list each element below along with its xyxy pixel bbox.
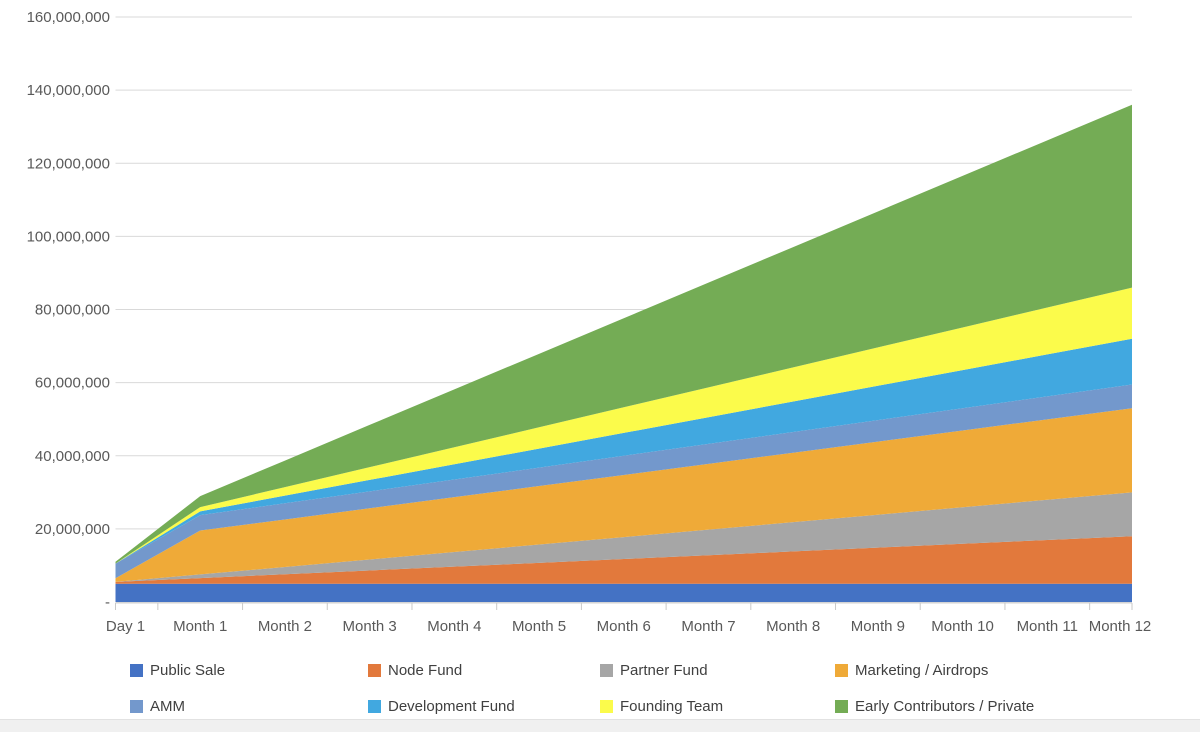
legend-item-development-fund: Development Fund — [368, 698, 600, 715]
x-tick-label: Month 1 — [173, 618, 227, 635]
y-tick-label: 100,000,000 — [27, 228, 110, 245]
legend-item-early-contributors-private: Early Contributors / Private — [835, 698, 1190, 715]
x-tick-label: Month 12 — [1089, 618, 1152, 635]
y-tick-label: 80,000,000 — [35, 302, 110, 319]
y-tick-label: 140,000,000 — [27, 82, 110, 99]
x-tick-label: Month 7 — [681, 618, 735, 635]
legend-item-founding-team: Founding Team — [600, 698, 835, 715]
legend-label: Partner Fund — [620, 661, 708, 679]
area-early-contributors-private — [115, 104, 1132, 564]
y-tick-label: 60,000,000 — [35, 375, 110, 392]
y-tick-label: 40,000,000 — [35, 448, 110, 465]
legend-item-public-sale: Public Sale — [130, 662, 368, 679]
x-tick-label: Month 4 — [427, 618, 481, 635]
legend-swatch — [835, 663, 848, 677]
y-tick-label: 20,000,000 — [35, 521, 110, 538]
x-tick-label: Month 10 — [931, 618, 994, 635]
x-tick-label: Month 2 — [258, 618, 312, 635]
legend-item-partner-fund: Partner Fund — [600, 662, 835, 679]
x-tick-label: Month 6 — [597, 618, 651, 635]
legend-label: Founding Team — [620, 697, 724, 715]
legend-item-node-fund: Node Fund — [368, 662, 600, 679]
y-tick-label: 160,000,000 — [27, 9, 110, 26]
legend-label: AMM — [150, 697, 185, 715]
y-tick-label: - — [105, 594, 110, 611]
x-tick-label: Day 1 — [106, 618, 145, 635]
legend-swatch — [368, 663, 381, 677]
legend-label: Early Contributors / Private — [855, 697, 1035, 715]
area-marketing-airdrops — [115, 408, 1132, 582]
area-public-sale — [115, 583, 1132, 602]
x-tick-label: Month 8 — [766, 618, 820, 635]
chart-legend: Public Sale Node Fund Partner Fund Marketin… — [130, 652, 1190, 724]
legend-swatch — [368, 699, 381, 713]
legend-label: Marketing / Airdrops — [855, 661, 989, 679]
x-tick-label: Month 3 — [343, 618, 397, 635]
x-axis-labels: Day 1 Month 1 Month 2 Month 3 Month 4 Month 5… — [106, 618, 1151, 635]
x-tick-label: Month 5 — [512, 618, 566, 635]
legend-swatch — [130, 699, 143, 713]
area-amm — [115, 384, 1132, 579]
legend-label: Public Sale — [150, 661, 226, 679]
horizontal-scrollbar[interactable] — [0, 719, 1200, 732]
legend-item-marketing-airdrops: Marketing / Airdrops — [835, 662, 1190, 679]
x-tick-label: Month 9 — [851, 618, 905, 635]
area-series-group — [115, 104, 1132, 602]
area-development-fund — [115, 338, 1132, 564]
stacked-area-chart: - 20,000,000 40,000,000 60,000,000 80,000,00… — [27, 9, 1152, 635]
area-founding-team — [115, 287, 1132, 564]
x-axis — [115, 602, 1133, 610]
y-tick-label: 120,000,000 — [27, 155, 110, 172]
area-node-fund — [115, 536, 1132, 584]
legend-swatch — [600, 663, 613, 677]
legend-swatch — [600, 699, 613, 713]
legend-swatch — [130, 663, 143, 677]
legend-swatch — [835, 699, 848, 713]
legend-item-amm: AMM — [130, 698, 368, 715]
x-tick-label: Month 11 — [1017, 618, 1078, 635]
y-axis-labels: - 20,000,000 40,000,000 60,000,000 80,000,00… — [27, 9, 110, 611]
legend-label: Development Fund — [388, 697, 515, 715]
legend-label: Node Fund — [388, 661, 463, 679]
